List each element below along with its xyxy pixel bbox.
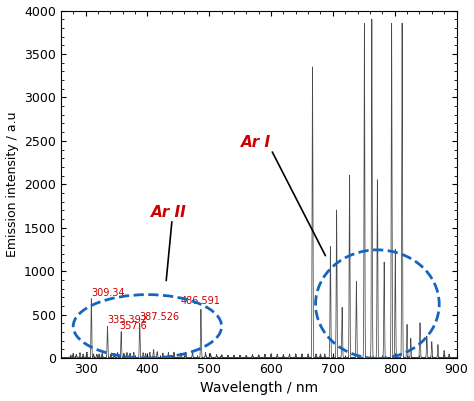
Text: Ar I: Ar I — [240, 135, 271, 150]
Text: 335.392: 335.392 — [108, 316, 147, 326]
Y-axis label: Emission intensity / a.u: Emission intensity / a.u — [6, 111, 18, 257]
Text: 486.591: 486.591 — [180, 296, 220, 306]
X-axis label: Wavelength / nm: Wavelength / nm — [200, 381, 318, 395]
Text: 309.34: 309.34 — [91, 288, 125, 298]
Text: Ar II: Ar II — [151, 205, 187, 220]
Text: 387.526: 387.526 — [140, 312, 180, 322]
Text: 357.6: 357.6 — [119, 321, 147, 331]
